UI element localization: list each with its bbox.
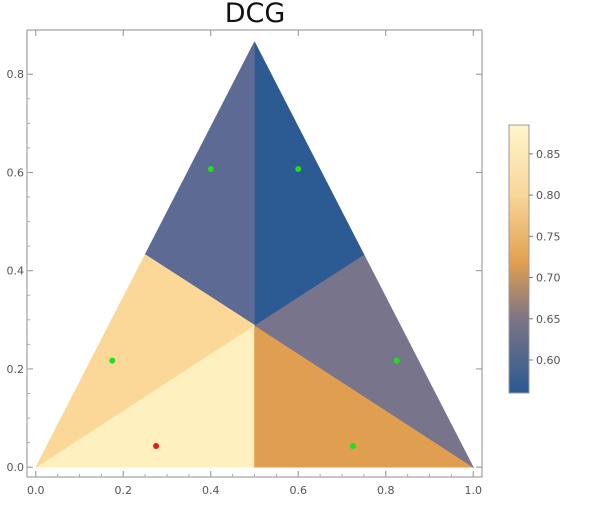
colorbar-tick-label: 0.65: [536, 313, 561, 326]
colorbar-tick-label: 0.85: [536, 148, 561, 161]
colorbar-tick-label: 0.75: [536, 230, 561, 243]
data-point-1: [295, 166, 302, 173]
x-tick-label: 0.8: [377, 484, 395, 497]
y-tick-label: 0.8: [7, 68, 25, 81]
data-point-0: [207, 166, 214, 173]
x-tick-label: 0.6: [290, 484, 308, 497]
region-left: [35, 254, 256, 469]
x-tick-label: 1.0: [465, 484, 483, 497]
x-tick-label: 0.2: [115, 484, 133, 497]
x-tick-label: 0.4: [202, 484, 220, 497]
colorbar-tick-label: 0.60: [536, 354, 561, 367]
y-tick-label: 0.2: [7, 363, 25, 376]
data-point-3: [393, 357, 400, 364]
y-tick-label: 0.0: [7, 461, 25, 474]
colorbar-tick-label: 0.80: [536, 189, 561, 202]
x-tick-label: 0.0: [27, 484, 45, 497]
colorbar: [508, 124, 530, 394]
data-point-2: [109, 357, 116, 364]
y-tick-label: 0.4: [7, 265, 25, 278]
data-point-4: [349, 443, 356, 450]
colorbar-tick-label: 0.70: [536, 272, 561, 285]
data-point-5: [153, 443, 160, 450]
y-tick-label: 0.6: [7, 166, 25, 179]
chart-title: DCG: [224, 0, 286, 29]
